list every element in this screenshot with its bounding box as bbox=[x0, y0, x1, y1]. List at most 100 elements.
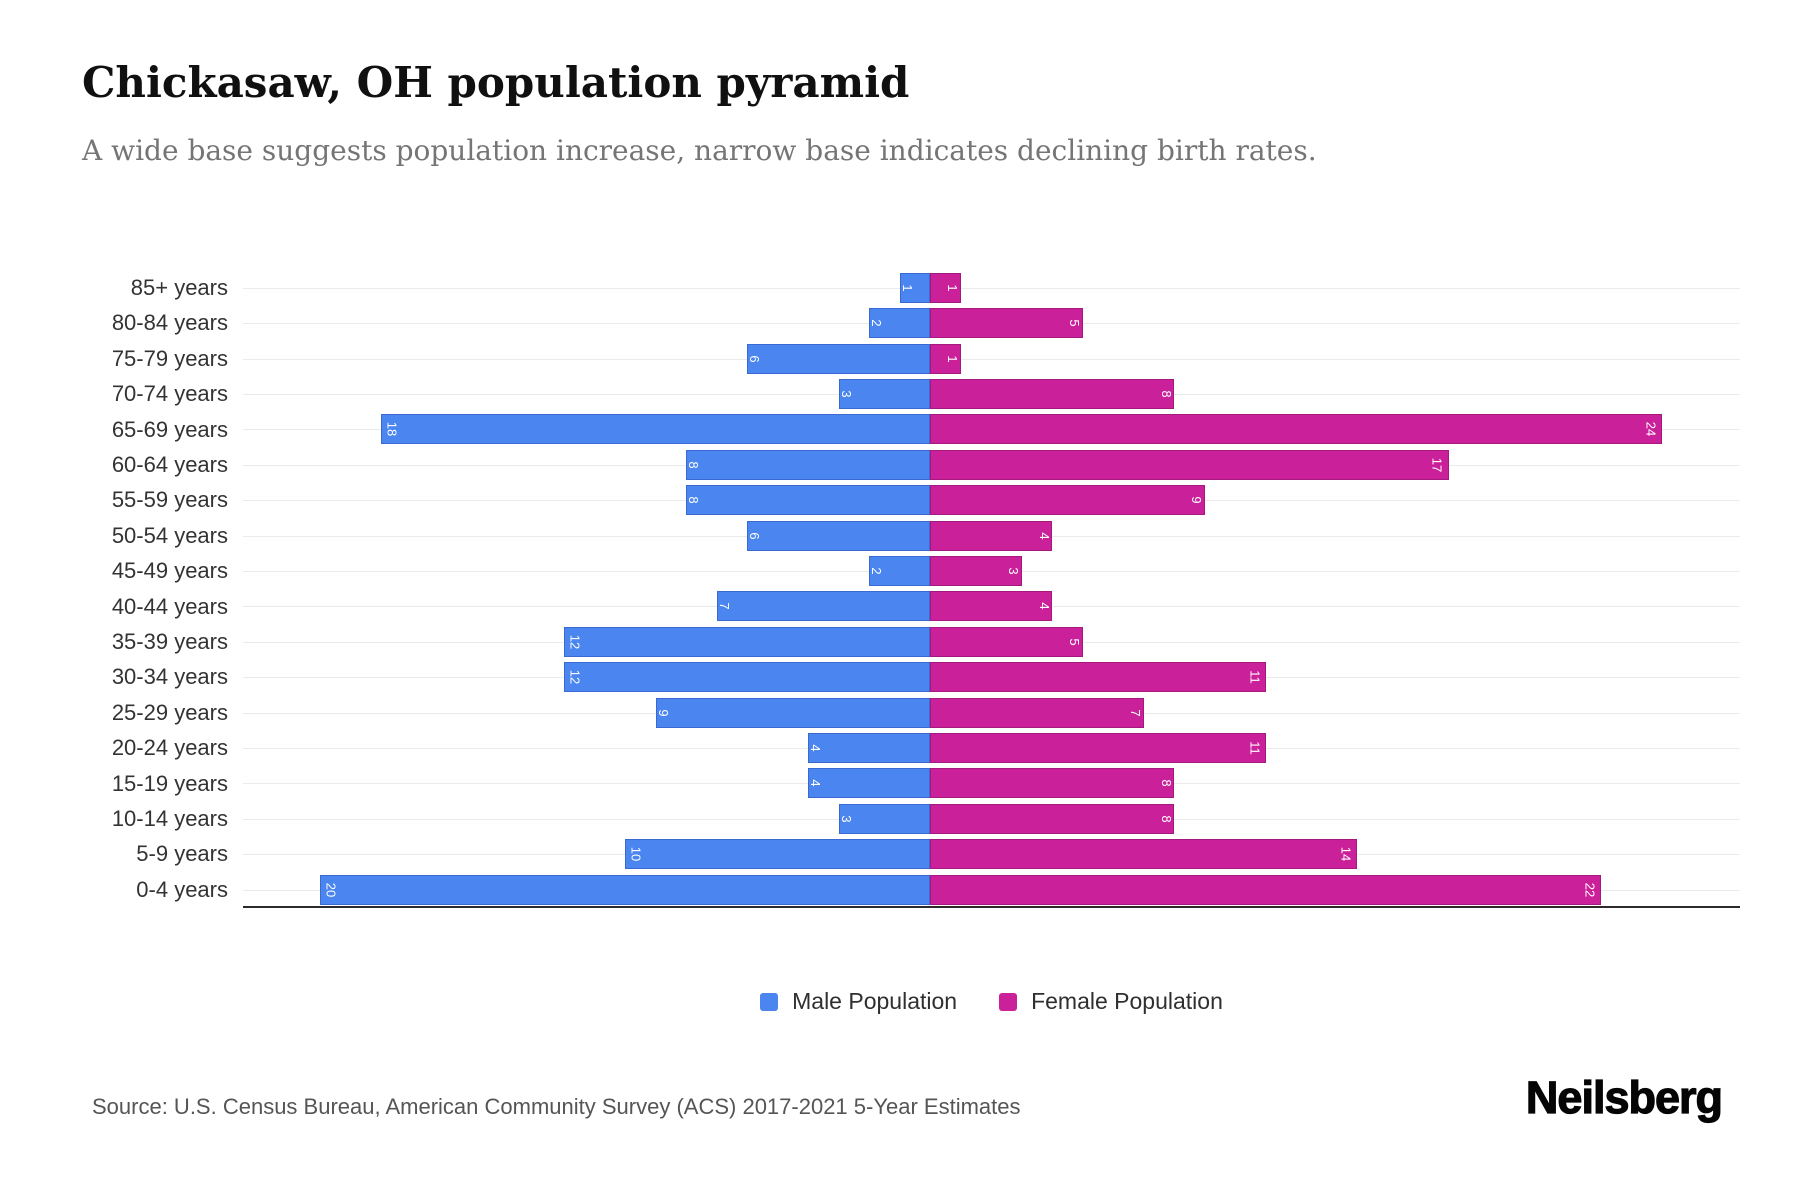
male-bar[interactable]: 3 bbox=[838, 378, 930, 409]
female-bar[interactable]: 17 bbox=[930, 449, 1449, 480]
male-bar-value: 8 bbox=[686, 461, 702, 469]
male-bar-value: 8 bbox=[686, 496, 702, 504]
female-bar[interactable]: 22 bbox=[930, 874, 1601, 905]
page-subtitle: A wide base suggests population increase… bbox=[82, 134, 1317, 167]
male-bar[interactable]: 1 bbox=[899, 272, 930, 303]
female-bar[interactable]: 4 bbox=[930, 520, 1052, 551]
female-bar-value: 1 bbox=[945, 354, 961, 363]
female-bar-value: 8 bbox=[1158, 390, 1174, 398]
age-group-label: 20-24 years bbox=[111, 735, 228, 761]
female-bar-value: 5 bbox=[1067, 319, 1083, 327]
male-bar[interactable]: 10 bbox=[625, 839, 930, 870]
male-bar-value: 2 bbox=[869, 319, 885, 327]
male-bar[interactable]: 12 bbox=[564, 662, 930, 693]
age-group-label: 30-34 years bbox=[111, 664, 228, 690]
age-group-label: 70-74 years bbox=[111, 381, 228, 407]
female-bar[interactable]: 4 bbox=[930, 591, 1052, 622]
male-bar-value: 7 bbox=[716, 602, 732, 610]
legend-item-male[interactable]: Male Population bbox=[760, 988, 957, 1015]
female-bar-value: 4 bbox=[1036, 531, 1052, 540]
female-bar[interactable]: 24 bbox=[930, 414, 1662, 445]
male-bar-value: 12 bbox=[567, 634, 583, 649]
age-group-label: 50-54 years bbox=[111, 522, 228, 548]
female-bar-value: 9 bbox=[1189, 496, 1205, 504]
female-bar-value: 3 bbox=[1006, 567, 1022, 575]
page-title: Chickasaw, OH population pyramid bbox=[82, 58, 910, 107]
age-group-label: 55-59 years bbox=[111, 487, 228, 513]
female-bar-value: 1 bbox=[945, 284, 961, 292]
female-bar[interactable]: 14 bbox=[930, 839, 1357, 870]
age-group-label: 85+ years bbox=[130, 275, 228, 300]
legend: Male Population Female Population bbox=[243, 988, 1740, 1015]
female-bar-value: 14 bbox=[1338, 846, 1354, 862]
male-bar[interactable]: 6 bbox=[747, 520, 930, 551]
male-bar-value: 9 bbox=[655, 708, 671, 717]
male-bar[interactable]: 4 bbox=[808, 732, 930, 763]
neilsberg-logo: Neilsberg bbox=[1525, 1071, 1723, 1123]
male-bar-value: 1 bbox=[899, 284, 915, 292]
male-bar[interactable]: 2 bbox=[869, 555, 930, 586]
female-bar-value: 17 bbox=[1429, 457, 1445, 472]
female-bar[interactable]: 1 bbox=[930, 343, 961, 374]
male-bar[interactable]: 7 bbox=[716, 591, 930, 622]
female-bar[interactable]: 8 bbox=[930, 803, 1174, 834]
age-group-label: 10-14 years bbox=[111, 806, 228, 831]
female-bar-value: 22 bbox=[1582, 882, 1598, 897]
age-group-label: 40-44 years bbox=[111, 593, 228, 619]
female-bar[interactable]: 8 bbox=[930, 768, 1174, 799]
female-bar[interactable]: 8 bbox=[930, 378, 1174, 409]
female-bar-value: 11 bbox=[1247, 741, 1263, 755]
population-pyramid-chart: 85+ years 80-84 years 75-79 years 70-74 yea… bbox=[0, 270, 1800, 910]
gridline bbox=[243, 287, 1740, 289]
age-group-label: 25-29 years bbox=[111, 699, 228, 725]
male-swatch-icon bbox=[760, 992, 779, 1011]
male-bar-value: 18 bbox=[384, 422, 400, 437]
age-group-label: 80-84 years bbox=[111, 310, 228, 336]
female-bar[interactable]: 9 bbox=[930, 485, 1205, 516]
female-swatch-icon bbox=[999, 992, 1018, 1011]
female-bar-value: 8 bbox=[1158, 815, 1174, 823]
source-attribution: Source: U.S. Census Bureau, American Com… bbox=[92, 1094, 1021, 1119]
male-bar[interactable]: 20 bbox=[320, 874, 930, 905]
male-bar-value: 3 bbox=[838, 390, 854, 398]
age-group-label: 75-79 years bbox=[111, 345, 228, 371]
age-group-label: 0-4 years bbox=[136, 876, 228, 902]
female-bar[interactable]: 1 bbox=[930, 272, 961, 303]
male-bar[interactable]: 4 bbox=[808, 768, 930, 799]
age-group-label: 5-9 years bbox=[136, 841, 228, 867]
age-group-label: 15-19 years bbox=[111, 770, 228, 796]
female-bar[interactable]: 7 bbox=[930, 697, 1144, 728]
male-bar-value: 6 bbox=[747, 531, 763, 540]
male-bar[interactable]: 9 bbox=[655, 697, 930, 728]
y-axis-labels: 85+ years 80-84 years 75-79 years 70-74 yea… bbox=[0, 270, 228, 907]
male-bar[interactable]: 12 bbox=[564, 626, 930, 657]
legend-label-male: Male Population bbox=[792, 988, 958, 1014]
male-bar[interactable]: 6 bbox=[747, 343, 930, 374]
female-bar[interactable]: 11 bbox=[930, 662, 1266, 693]
female-bar[interactable]: 5 bbox=[930, 308, 1083, 339]
male-bar-value: 4 bbox=[808, 779, 824, 787]
x-axis-line bbox=[243, 906, 1740, 908]
female-bar-value: 24 bbox=[1643, 422, 1659, 437]
male-bar[interactable]: 2 bbox=[869, 308, 930, 339]
female-bar[interactable]: 11 bbox=[930, 732, 1266, 763]
legend-item-female[interactable]: Female Population bbox=[999, 988, 1223, 1015]
male-bar-value: 2 bbox=[869, 567, 885, 575]
male-bar-value: 3 bbox=[838, 815, 854, 823]
legend-label-female: Female Population bbox=[1031, 988, 1223, 1014]
age-group-label: 65-69 years bbox=[111, 416, 228, 442]
male-bar[interactable]: 8 bbox=[686, 485, 930, 516]
male-bar[interactable]: 8 bbox=[686, 449, 930, 480]
male-bar-value: 12 bbox=[567, 669, 583, 685]
female-bar-value: 5 bbox=[1067, 638, 1083, 646]
age-group-label: 45-49 years bbox=[111, 558, 228, 584]
age-group-label: 60-64 years bbox=[111, 452, 228, 477]
male-bar[interactable]: 18 bbox=[381, 414, 930, 445]
male-bar-value: 6 bbox=[747, 354, 763, 363]
female-bar-value: 11 bbox=[1247, 670, 1263, 684]
male-bar[interactable]: 3 bbox=[838, 803, 930, 834]
female-bar[interactable]: 3 bbox=[930, 555, 1022, 586]
male-bar-value: 20 bbox=[323, 882, 339, 897]
male-bar-value: 4 bbox=[808, 744, 824, 752]
female-bar[interactable]: 5 bbox=[930, 626, 1083, 657]
